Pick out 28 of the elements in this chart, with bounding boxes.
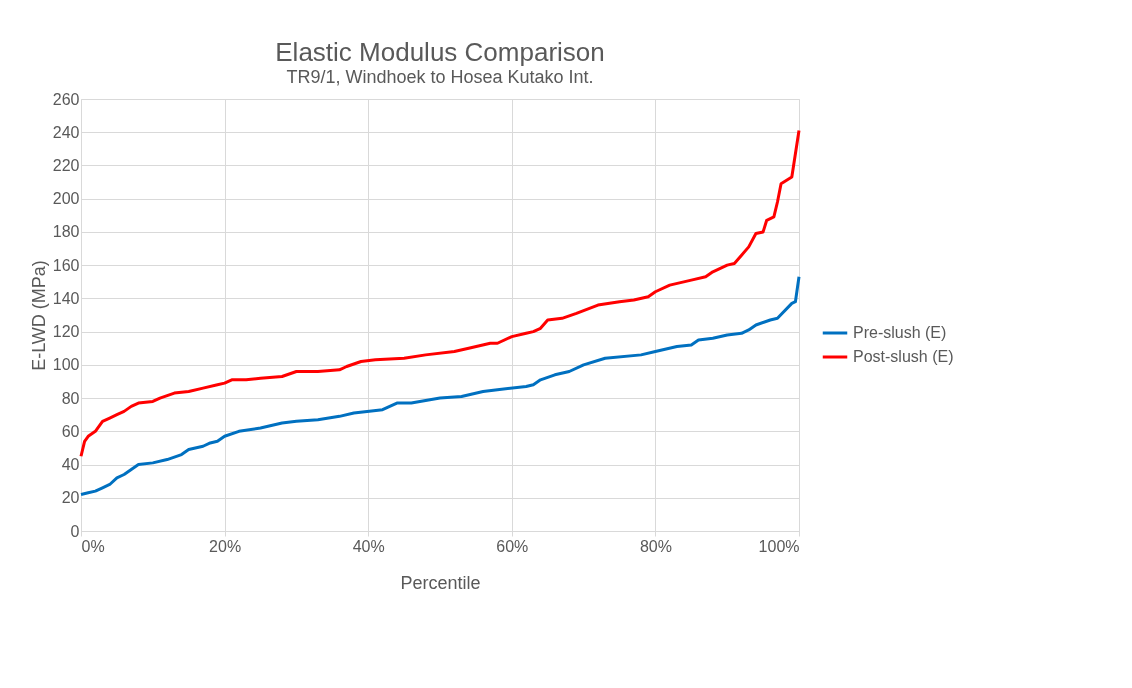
- line-series: [79, 275, 801, 496]
- y-tick-label: 260: [52, 90, 80, 108]
- legend-label: Pre-slush (E): [853, 324, 947, 341]
- y-tick-label: 40: [61, 456, 80, 474]
- x-axis-title: Percentile: [400, 572, 481, 593]
- y-tick-label: 80: [61, 389, 80, 407]
- y-tick-label: 180: [52, 223, 80, 241]
- legend-label: Post-slush (E): [853, 348, 954, 365]
- y-axis-title: E-LWD (MPa): [28, 260, 49, 371]
- chart-title: Elastic Modulus Comparison: [275, 37, 605, 67]
- chart-subtitle: TR9/1, Windhoek to Hosea Kutako Int.: [286, 67, 594, 87]
- y-tick-label: 220: [52, 156, 80, 174]
- line-series: [79, 129, 801, 458]
- y-tick-label: 240: [52, 123, 80, 141]
- x-tick-label: 20%: [209, 537, 242, 555]
- y-tick-label: 100: [52, 356, 80, 374]
- y-tick-label: 140: [52, 289, 80, 307]
- x-tick-label: 100%: [758, 537, 800, 555]
- x-tick-label: 0%: [81, 537, 105, 555]
- x-tick-label: 60%: [496, 537, 529, 555]
- x-tick-label: 80%: [639, 537, 672, 555]
- y-tick-label: 160: [52, 256, 80, 274]
- y-tick-label: 60: [61, 422, 80, 440]
- y-tick-label: 120: [52, 323, 80, 341]
- y-tick-label: 20: [61, 489, 80, 507]
- y-tick-label: 200: [52, 190, 80, 208]
- x-tick-label: 40%: [352, 537, 385, 555]
- y-tick-label: 0: [70, 522, 80, 540]
